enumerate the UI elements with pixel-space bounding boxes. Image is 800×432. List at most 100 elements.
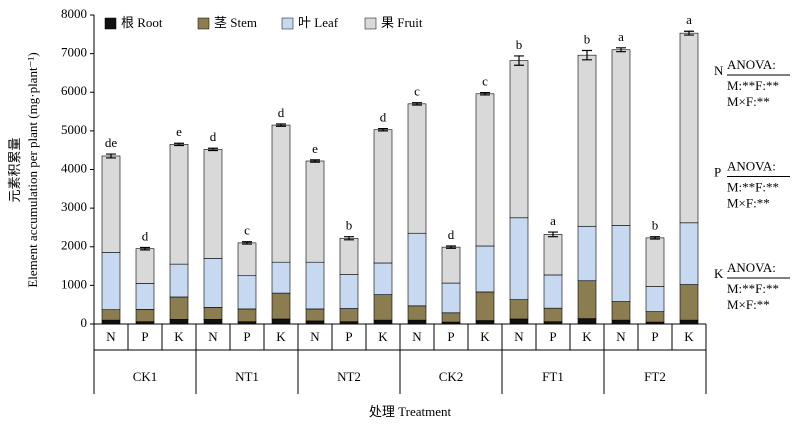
y-tick-label: 5000 (61, 122, 87, 137)
bar-segment (135, 309, 155, 322)
y-tick-label: 8000 (61, 6, 87, 21)
x-tick-label: K (174, 329, 184, 344)
bar-segment (271, 318, 291, 325)
bar-segment (543, 274, 563, 309)
anova-nutrient: N (714, 63, 724, 78)
bar-segment (509, 318, 529, 325)
error-bar (106, 153, 116, 159)
significance-letter: b (584, 32, 591, 47)
error-bar (310, 159, 320, 163)
bar-segment (237, 308, 257, 322)
bar-segment (407, 103, 427, 234)
bar-segment (203, 307, 223, 320)
error-bar (242, 241, 252, 245)
legend-swatch (281, 17, 294, 30)
x-tick-label: N (616, 329, 626, 344)
group-label: NT1 (235, 369, 259, 384)
bar-segment (339, 274, 359, 309)
bar-segment (237, 275, 257, 310)
bar-segment (611, 319, 631, 325)
bar-segment (407, 232, 427, 307)
bar-segment (271, 124, 291, 263)
x-tick-label: N (514, 329, 524, 344)
group-label: FT1 (542, 369, 564, 384)
bar-segment (101, 309, 121, 321)
anova-text: ANOVA: (727, 57, 776, 72)
bar-segment (169, 319, 189, 325)
bar-segment (271, 292, 291, 320)
error-bar (616, 47, 626, 53)
significance-letter: a (618, 29, 624, 44)
error-bar (412, 102, 422, 106)
error-bar (480, 92, 490, 96)
anova-text: M:**F:** (727, 179, 779, 194)
bar-segment (645, 311, 665, 323)
significance-letter: e (176, 124, 182, 139)
bar-segment (101, 319, 121, 325)
x-tick-label: P (243, 329, 250, 344)
bar-segment (237, 242, 257, 277)
legend-swatch (197, 17, 210, 30)
legend-swatch (104, 17, 117, 30)
anova-text: M:**F:** (727, 78, 779, 93)
x-tick-label: P (141, 329, 148, 344)
bar-segment (611, 49, 631, 226)
y-axis-title: Element accumulation per plant (mg·plant… (25, 52, 40, 287)
significance-letter: d (278, 105, 285, 120)
y-tick-label: 4000 (61, 160, 87, 175)
significance-letter: c (244, 223, 250, 238)
bar-segment (679, 319, 699, 325)
x-tick-label: N (310, 329, 320, 344)
error-bar (208, 147, 218, 152)
significance-letter: b (652, 218, 659, 233)
bar-segment (441, 282, 461, 314)
x-tick-label: K (684, 329, 694, 344)
bar-segment (101, 155, 121, 253)
bar-segment (101, 252, 121, 311)
bar-segment (577, 225, 597, 282)
anova-text: M×F:** (727, 94, 770, 109)
significance-letter: d (380, 110, 387, 125)
anova-nutrient: P (714, 164, 721, 179)
error-bar (276, 123, 286, 127)
significance-letter: a (550, 213, 556, 228)
anova-text: M×F:** (727, 195, 770, 210)
y-tick-label: 3000 (61, 199, 87, 214)
significance-letter: d (142, 229, 149, 244)
error-bar (582, 49, 592, 61)
x-tick-label: P (651, 329, 658, 344)
bar-segment (135, 283, 155, 310)
x-tick-label: P (549, 329, 556, 344)
y-tick-label: 7000 (61, 45, 87, 60)
bar-segment (203, 258, 223, 308)
x-tick-label: K (480, 329, 490, 344)
y-tick-label: 6000 (61, 83, 87, 98)
error-bar (140, 246, 150, 251)
bar-segment (135, 321, 155, 325)
bar-segment (679, 222, 699, 285)
legend-label: 根 Root (121, 15, 163, 30)
bar-segment (373, 262, 393, 295)
x-tick-label: N (208, 329, 218, 344)
bar-segment (305, 308, 325, 322)
x-tick-label: N (412, 329, 422, 344)
bar-segment (407, 319, 427, 325)
significance-letter: d (448, 227, 455, 242)
x-tick-label: K (276, 329, 286, 344)
bar-segment (305, 160, 325, 263)
error-bar (548, 231, 558, 238)
bar-segment (271, 261, 291, 294)
legend-label: 果 Fruit (381, 15, 423, 30)
anova-text: ANOVA: (727, 158, 776, 173)
group-label: FT2 (644, 369, 666, 384)
y-axis-title: 元素积累量 (7, 137, 22, 202)
significance-letter: de (105, 135, 118, 150)
bar-segment (645, 286, 665, 312)
anova-text: M×F:** (727, 297, 770, 312)
error-bar (684, 30, 694, 36)
x-axis-title: 处理 Treatment (369, 404, 452, 419)
bar-segment (135, 248, 155, 284)
x-tick-label: K (582, 329, 592, 344)
significance-letter: d (210, 129, 217, 144)
bar-segment (679, 284, 699, 321)
